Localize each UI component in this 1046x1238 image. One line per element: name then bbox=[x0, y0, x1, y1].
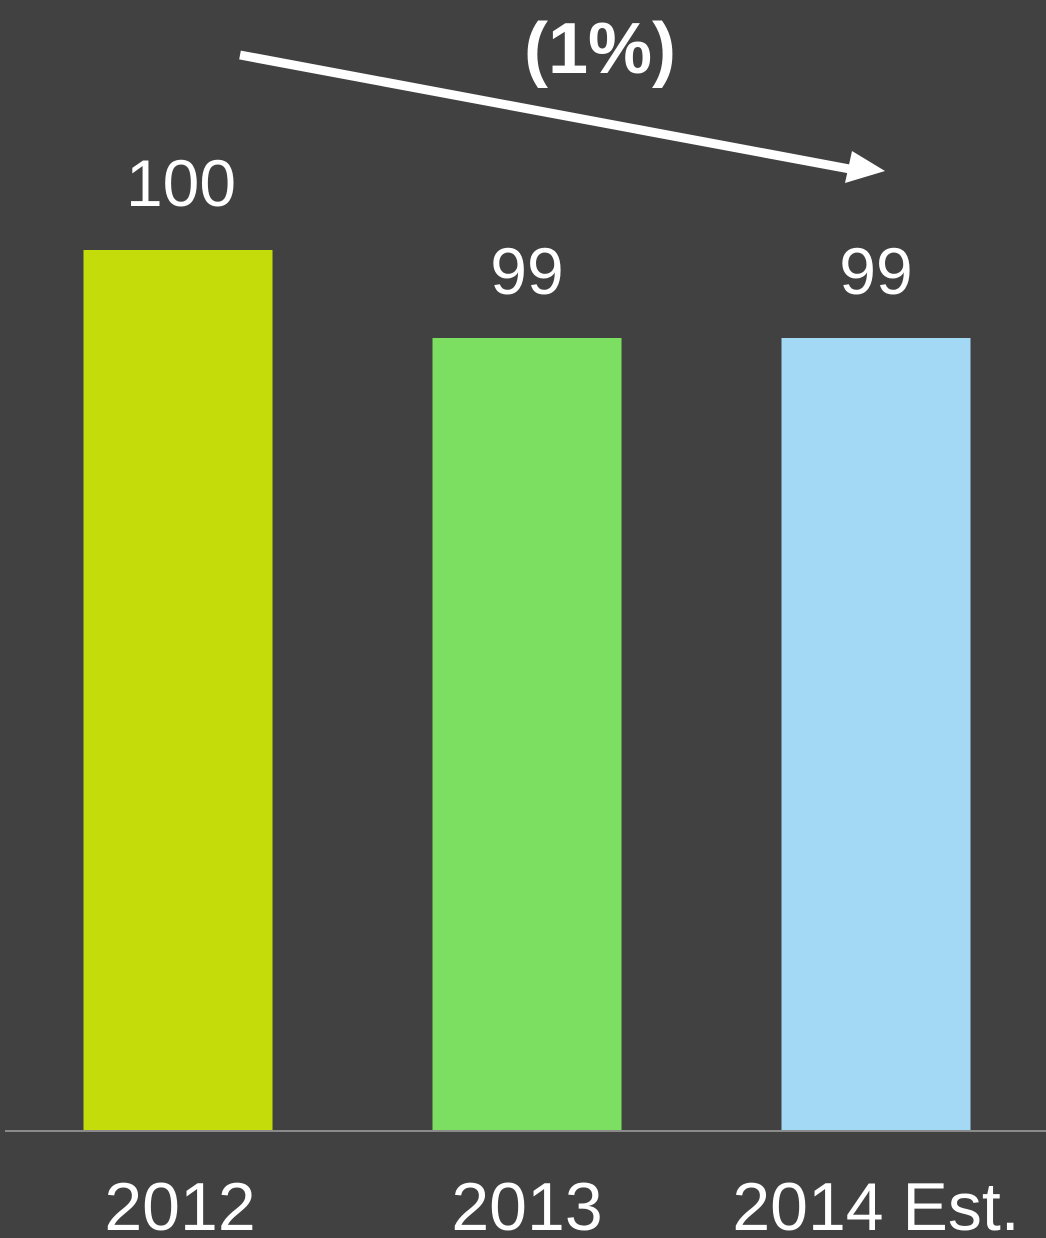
arrow-shaft bbox=[239, 50, 856, 175]
change-annotation: (1%) bbox=[524, 9, 676, 89]
x-tick-label: 2014 Est. bbox=[732, 1169, 1019, 1238]
x-tick-label: 2012 bbox=[104, 1169, 255, 1238]
bars-group bbox=[83, 250, 971, 1131]
x-tick-label: 2013 bbox=[451, 1169, 602, 1238]
bar-value-label: 99 bbox=[839, 234, 912, 308]
value-labels-group: 100 99 99 bbox=[126, 146, 913, 308]
bar-2013 bbox=[432, 338, 622, 1131]
bar-2012 bbox=[83, 250, 273, 1131]
bar-value-label: 99 bbox=[490, 234, 563, 308]
bar-value-label: 100 bbox=[126, 146, 236, 220]
bar-2014-est bbox=[781, 338, 971, 1131]
tick-labels-group: 2012 2013 2014 Est. bbox=[104, 1169, 1019, 1238]
change-arrow bbox=[239, 50, 885, 183]
arrow-head-icon bbox=[845, 151, 885, 183]
